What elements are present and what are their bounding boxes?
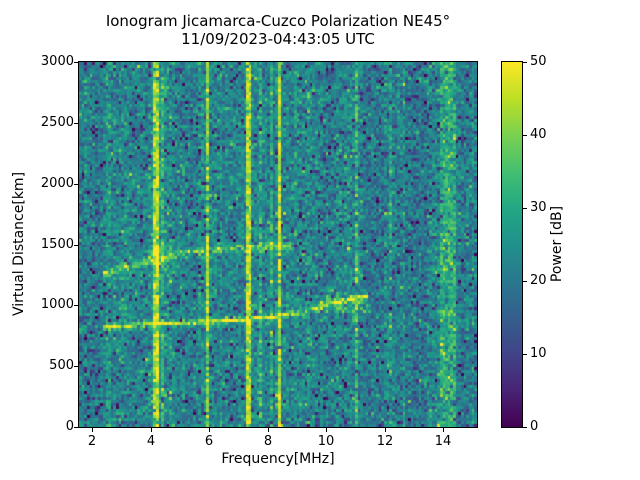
y-tick-mark — [74, 427, 78, 428]
y-tick-label: 1500 — [40, 237, 74, 252]
x-tick-mark — [209, 428, 210, 432]
y-tick-mark — [74, 366, 78, 367]
x-tick-label: 12 — [376, 434, 394, 449]
y-tick-mark — [74, 62, 78, 63]
chart-subtitle: 11/09/2023-04:43:05 UTC — [181, 30, 375, 48]
colorbar-tick-mark — [523, 427, 527, 428]
colorbar-label: Power [dB] — [549, 205, 565, 283]
y-tick-mark — [74, 123, 78, 124]
colorbar-gradient — [502, 62, 522, 427]
colorbar-tick-mark — [523, 62, 527, 63]
y-tick-label: 1000 — [40, 297, 74, 312]
y-tick-label: 2500 — [40, 115, 74, 130]
x-tick-label: 4 — [146, 434, 156, 449]
x-axis-label: Frequency[MHz] — [221, 451, 335, 467]
colorbar-tick-label: 0 — [530, 419, 539, 434]
colorbar-tick-label: 50 — [530, 54, 547, 69]
chart-title-block: Ionogram Jicamarca-Cuzco Polarization NE… — [79, 12, 477, 48]
x-tick-mark — [92, 428, 93, 432]
colorbar-frame — [501, 61, 523, 428]
colorbar-tick-label: 20 — [530, 273, 547, 288]
colorbar-tick-mark — [523, 135, 527, 136]
x-tick-mark — [385, 428, 386, 432]
plot-frame — [78, 61, 478, 428]
y-tick-mark — [74, 184, 78, 185]
chart-title: Ionogram Jicamarca-Cuzco Polarization NE… — [105, 12, 451, 30]
ionogram-heatmap — [79, 62, 477, 427]
y-tick-mark — [74, 305, 78, 306]
x-tick-label: 14 — [434, 434, 452, 449]
colorbar-tick-label: 10 — [530, 346, 547, 361]
x-tick-mark — [151, 428, 152, 432]
colorbar-tick-label: 40 — [530, 127, 547, 142]
y-tick-label: 0 — [65, 419, 74, 434]
y-tick-label: 2000 — [40, 176, 74, 191]
y-tick-mark — [74, 245, 78, 246]
x-tick-label: 10 — [317, 434, 335, 449]
y-tick-label: 3000 — [40, 54, 74, 69]
colorbar-tick-label: 30 — [530, 200, 547, 215]
x-tick-label: 8 — [263, 434, 273, 449]
x-tick-label: 6 — [204, 434, 214, 449]
colorbar-tick-mark — [523, 354, 527, 355]
x-tick-mark — [268, 428, 269, 432]
x-tick-label: 2 — [87, 434, 97, 449]
colorbar-tick-mark — [523, 208, 527, 209]
colorbar-tick-mark — [523, 281, 527, 282]
x-tick-mark — [326, 428, 327, 432]
x-tick-mark — [443, 428, 444, 432]
y-tick-label: 500 — [49, 358, 74, 373]
